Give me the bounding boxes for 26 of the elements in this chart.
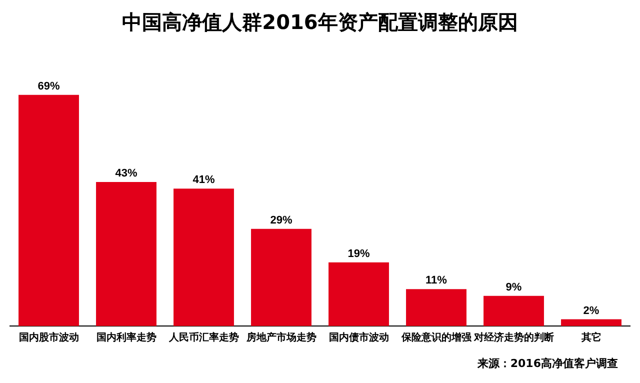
bar [484, 296, 544, 326]
x-tick-label: 国内股市波动 [18, 332, 79, 344]
data-label: 9% [506, 281, 522, 294]
x-tick-label: 其它 [580, 332, 602, 344]
data-label: 19% [348, 248, 370, 260]
bar [561, 319, 622, 326]
bar [251, 228, 312, 326]
data-label: 29% [270, 214, 292, 226]
x-tick-label: 房地产市场走势 [245, 332, 316, 344]
bar [174, 188, 234, 326]
chart-title: 中国高净值人群2016年资产配置调整的原因 [122, 10, 518, 34]
data-label: 69% [38, 80, 60, 92]
data-label: 43% [115, 167, 138, 180]
x-tick-label: 保险意识的增强 [400, 332, 472, 344]
bar [96, 182, 156, 326]
bar [328, 262, 389, 326]
data-label: 41% [192, 174, 215, 186]
bar [18, 94, 79, 326]
bar [406, 289, 466, 326]
x-tick-label: 国内利率走势 [96, 332, 156, 344]
source-note: 来源：2016高净值客户调查 [477, 356, 618, 371]
x-tick-label: 人民币汇率走势 [168, 332, 239, 344]
data-label: 11% [426, 274, 448, 287]
x-tick-label: 国内债市波动 [328, 332, 389, 344]
x-tick-label: 对经济走势的判断 [472, 332, 554, 344]
data-label: 2% [583, 304, 600, 317]
